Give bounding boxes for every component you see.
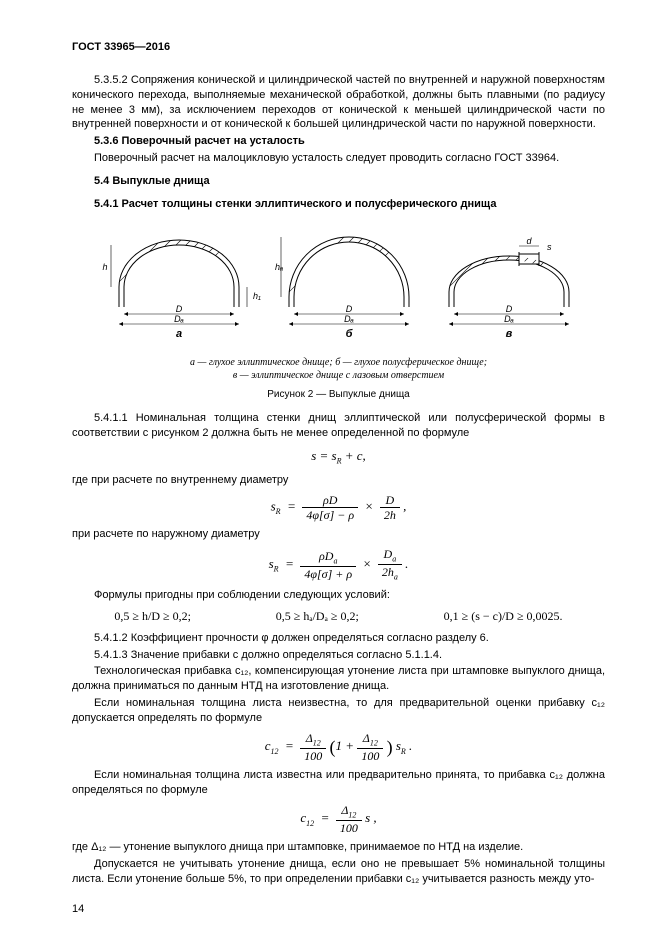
conditions-row: 0,5 ≥ h/D ≥ 0,2; 0,5 ≥ hₐ/Dₐ ≥ 0,2; 0,1 … [72,608,605,624]
svg-text:в: в [505,328,512,340]
svg-text:а: а [175,328,181,340]
where-outer: при расчете по наружному диаметру [72,527,605,542]
svg-text:D: D [345,304,352,314]
head-536: 5.3.6 Поверочный расчет на усталость [72,134,605,149]
para-5413c: Если номинальная толщина листа неизвестн… [72,696,605,726]
para-5413b: Технологическая прибавка c₁₂, компенсиру… [72,664,605,694]
figure-2: а D Dₐ h h₁ [89,222,589,352]
formula-s: s = sR + c, [72,447,605,467]
fig-title: Рисунок 2 — Выпуклые днища [72,388,605,402]
para-5411: 5.4.1.1 Номинальная толщина стенки днищ … [72,411,605,441]
para-5413e2: Допускается не учитывать утонение днища,… [72,857,605,887]
svg-text:Dₐ: Dₐ [344,314,354,324]
svg-text:Dₐ: Dₐ [174,314,184,324]
fig-caption-1: а — глухое эллиптическое днище; б — глух… [72,356,605,382]
svg-text:Dₐ: Dₐ [504,314,514,324]
svg-text:s: s [547,242,552,252]
svg-text:h₁: h₁ [253,291,261,301]
para-5413d: Если номинальная толщина листа известна … [72,768,605,798]
formula-sr-inner: sR = ρD4φ[σ] − ρ × D2h , [72,494,605,521]
formula-sr-outer: sR = ρDa4φ[σ] + ρ × Da2ha . [72,548,605,582]
formula-c12-unknown: c12 = Δ12100 (1 + Δ12100 ) sR . [72,732,605,762]
page-number: 14 [72,902,84,917]
para-5412: 5.4.1.2 Коэффициент прочности φ должен о… [72,631,605,646]
cond-intro: Формулы пригодны при соблюдении следующи… [72,588,605,603]
cond-2: 0,5 ≥ hₐ/Dₐ ≥ 0,2; [276,608,359,624]
section-541: 5.4.1 Расчет толщины стенки эллиптическо… [72,197,605,212]
svg-text:D: D [175,304,182,314]
svg-text:d: d [526,236,532,246]
section-54: 5.4 Выпуклые днища [72,174,605,189]
para-536-body: Поверочный расчет на малоцикловую устало… [72,151,605,166]
formula-c12-known: c12 = Δ12100 s , [72,804,605,834]
svg-text:hₐ: hₐ [275,262,283,272]
where-inner: где при расчете по внутреннему диаметру [72,473,605,488]
svg-text:б: б [345,328,353,340]
para-5413e1: где Δ₁₂ — утонение выпуклого днища при ш… [72,840,605,855]
cond-3: 0,1 ≥ (s − c)/D ≥ 0,0025. [444,608,563,624]
doc-header: ГОСТ 33965—2016 [72,40,605,55]
para-5352: 5.3.5.2 Сопряжения конической и цилиндри… [72,73,605,132]
svg-text:D: D [505,304,512,314]
svg-text:h: h [102,262,107,272]
para-5413a: 5.4.1.3 Значение прибавки c должно опред… [72,648,605,663]
cond-1: 0,5 ≥ h/D ≥ 0,2; [114,608,191,624]
